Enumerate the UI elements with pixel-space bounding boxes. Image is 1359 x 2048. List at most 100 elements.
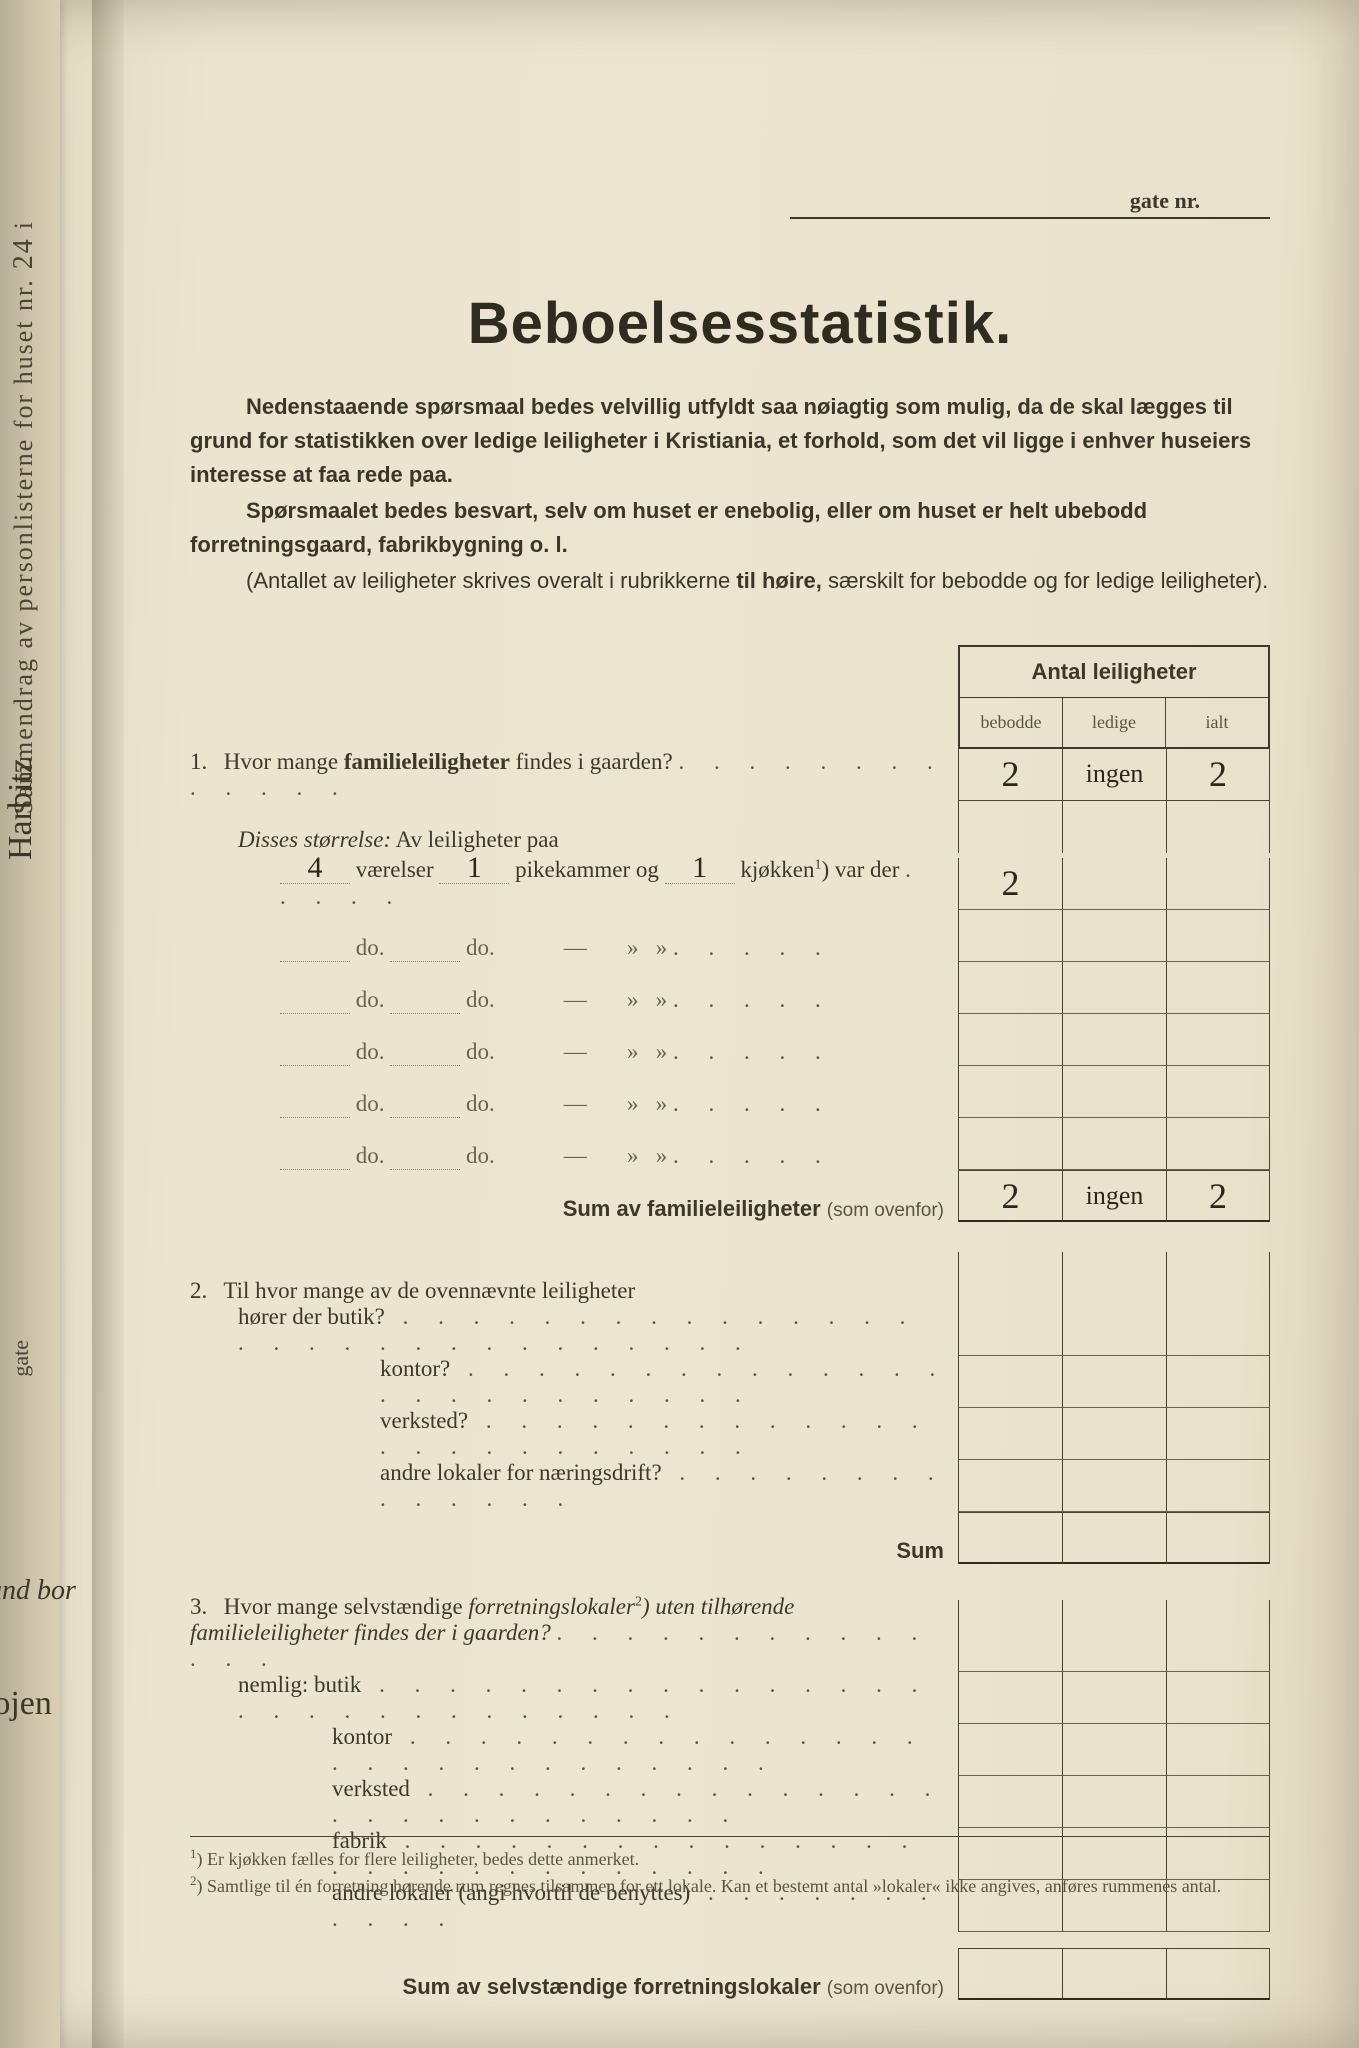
do-row: do. do. — » » . . . . .	[190, 910, 1270, 962]
do-2: do.	[466, 935, 495, 960]
cell	[1166, 858, 1270, 910]
kjokken-value: 1	[665, 853, 735, 884]
q2-head-row: 2. Til hvor mange av de ovennævnte leili…	[190, 1252, 1270, 1304]
footnote-ref-2: 2	[635, 1594, 642, 1609]
cell	[1062, 801, 1166, 853]
spine-house-number: 24	[8, 238, 40, 270]
do-row: do. do. — » » . . . . .	[190, 1014, 1270, 1066]
spine-und-bor: und bor	[0, 1575, 76, 1607]
footnote-ref-1: 1	[815, 857, 822, 872]
disses-label: Disses størrelse:	[238, 827, 391, 852]
sum-ledige: ingen	[1062, 1170, 1166, 1222]
do-row: do. do. — » » . . . . .	[190, 1066, 1270, 1118]
cell	[1062, 858, 1166, 910]
page-title: Beboelsesstatistik.	[170, 290, 1310, 357]
do-text: do. do. — » » . . . . .	[190, 1087, 958, 1118]
q3-verksted-row: verksted . . . . . . . . . . . . . . . .…	[190, 1776, 1270, 1828]
blank	[390, 931, 460, 962]
q2-verksted-row: verksted? . . . . . . . . . . . . . . . …	[190, 1408, 1270, 1460]
q2-number: 2.	[190, 1278, 218, 1304]
document-scan: Sammendrag av personlisterne for huset n…	[0, 0, 1359, 2048]
intro-p3c: særskilt for bebodde og for ledige leili…	[822, 568, 1268, 593]
do-text: do. do. — » » . . . . .	[190, 983, 958, 1014]
q3-sum-label: Sum av selvstændige forretningslokaler (…	[190, 1974, 958, 2000]
q3-head-row: 3. Hvor mange selvstændige forretningslo…	[190, 1594, 1270, 1672]
q1-answers: 2 ingen 2	[958, 749, 1270, 801]
q3-text: 3. Hvor mange selvstændige forretningslo…	[190, 1594, 958, 1672]
q2-text-content: Til hvor mange av de ovennævnte leilighe…	[223, 1278, 635, 1303]
q1-ledige: ingen	[1062, 749, 1166, 801]
q1-text-a: Hvor mange	[224, 749, 344, 774]
intro-p3b: til høire,	[736, 568, 822, 593]
q1-text-b: familieleiligheter	[344, 749, 510, 774]
cell	[958, 801, 1062, 853]
sum-label-text: Sum av familieleiligheter	[563, 1196, 821, 1221]
sum-bebodde: 2	[958, 1170, 1062, 1222]
sum-ialt: 2	[1166, 1170, 1270, 1222]
q1-sum-label: Sum av familieleiligheter (som ovenfor)	[190, 1196, 958, 1222]
q2-andre: andre lokaler for næringsdrift? . . . . …	[190, 1460, 958, 1512]
do-text: do. do. — » » . . . . .	[190, 931, 958, 962]
spine-street-handwriting: Harbitz	[2, 758, 40, 860]
q2-kontor: kontor? . . . . . . . . . . . . . . . . …	[190, 1356, 958, 1408]
q3-kontor: kontor . . . . . . . . . . . . . . . . .…	[190, 1724, 958, 1776]
intro-p1: Nedenstaaende spørsmaal bedes velvillig …	[190, 390, 1270, 492]
q1-detail-cols: 2	[958, 858, 1270, 910]
q3-verksted: verksted . . . . . . . . . . . . . . . .…	[190, 1776, 958, 1828]
dots: . . . . .	[673, 935, 833, 960]
q2-andre-row: andre lokaler for næringsdrift? . . . . …	[190, 1460, 1270, 1512]
q3-number: 3.	[190, 1594, 218, 1620]
header-main: Antal leiligheter	[960, 647, 1268, 698]
header-subcols: bebodde ledige ialt	[960, 698, 1268, 747]
q1-disses-row: Disses størrelse: Av leiligheter paa	[190, 801, 1270, 853]
quote: »	[656, 935, 668, 960]
page-gutter	[92, 0, 124, 2048]
q1-sum-row: Sum av familieleiligheter (som ovenfor) …	[190, 1170, 1270, 1222]
q1-detail-row: 4 værelser 1 pikekammer og 1 kjøkken1) v…	[190, 853, 1270, 910]
spine-bottom-handwriting: rojen	[0, 1685, 52, 1723]
blank	[280, 931, 350, 962]
q1-ialt: 2	[1166, 749, 1270, 801]
header-ialt: ialt	[1165, 698, 1268, 747]
q1-text-c: findes i gaarden?	[510, 749, 673, 774]
spine-gate-label: gate	[8, 1340, 34, 1377]
q3-sum-row: Sum av selvstændige forretningslokaler (…	[190, 1948, 1270, 2000]
do-text: do. do. — » » . . . . .	[190, 1139, 958, 1170]
q2-kontor-row: kontor? . . . . . . . . . . . . . . . . …	[190, 1356, 1270, 1408]
q1-disses-cols	[958, 801, 1270, 853]
footnote-2: 2) Samtlige til én forretning hørende ru…	[190, 1872, 1270, 1899]
do-row: do. do. — » » . . . . .	[190, 962, 1270, 1014]
intro-block: Nedenstaaende spørsmaal bedes velvillig …	[190, 390, 1270, 601]
q2-sum-label: Sum	[190, 1538, 958, 1564]
q2-butik-row: hører der butik? . . . . . . . . . . . .…	[190, 1304, 1270, 1356]
intro-p3: (Antallet av leiligheter skrives overalt…	[190, 564, 1270, 598]
gate-nr-label: gate nr.	[1130, 188, 1200, 213]
q1-sum-cols: 2 ingen 2	[958, 1170, 1270, 1222]
columns-header: Antal leiligheter bebodde ledige ialt	[958, 645, 1270, 749]
q2-butik: hører der butik? . . . . . . . . . . . .…	[190, 1304, 958, 1356]
pikekammer-label: pikekammer og	[515, 857, 659, 882]
q1-text: 1. Hvor mange familieleiligheter findes …	[190, 749, 958, 801]
intro-p2: Spørsmaalet bedes besvart, selv om huset…	[190, 494, 1270, 562]
disses-b: Av leiligheter paa	[396, 827, 559, 852]
header-bebodde: bebodde	[960, 698, 1062, 747]
q2-sum-row: Sum	[190, 1512, 1270, 1564]
q2-text: 2. Til hvor mange av de ovennævnte leili…	[190, 1278, 958, 1304]
vaerelser-label: værelser	[356, 857, 434, 882]
form-area: Antal leiligheter bebodde ledige ialt 1.…	[190, 645, 1270, 2000]
do-text: do. do. — » » . . . . .	[190, 1035, 958, 1066]
footnotes: 1) Er kjøkken fælles for flere leilighet…	[190, 1836, 1270, 1899]
q1-row: 1. Hvor mange familieleiligheter findes …	[190, 749, 1270, 801]
q1-bebodde: 2	[958, 749, 1062, 801]
spine-vertical-text: Sammendrag av personlisterne for huset n…	[8, 220, 56, 814]
gate-nr-field: gate nr.	[790, 188, 1270, 219]
q1-number: 1.	[190, 749, 218, 775]
do-1: do.	[356, 935, 385, 960]
do-row: do. do. — » » . . . . .	[190, 1118, 1270, 1170]
vaerelser-value: 4	[280, 853, 350, 884]
cell	[1166, 801, 1270, 853]
q1-detail-text: 4 værelser 1 pikekammer og 1 kjøkken1) v…	[190, 853, 958, 910]
intro-p3a: (Antallet av leiligheter skrives overalt…	[246, 568, 736, 593]
var-der: ) var der	[822, 857, 900, 882]
spine-text-a: Sammendrag av personlisterne for huset n…	[9, 278, 38, 814]
